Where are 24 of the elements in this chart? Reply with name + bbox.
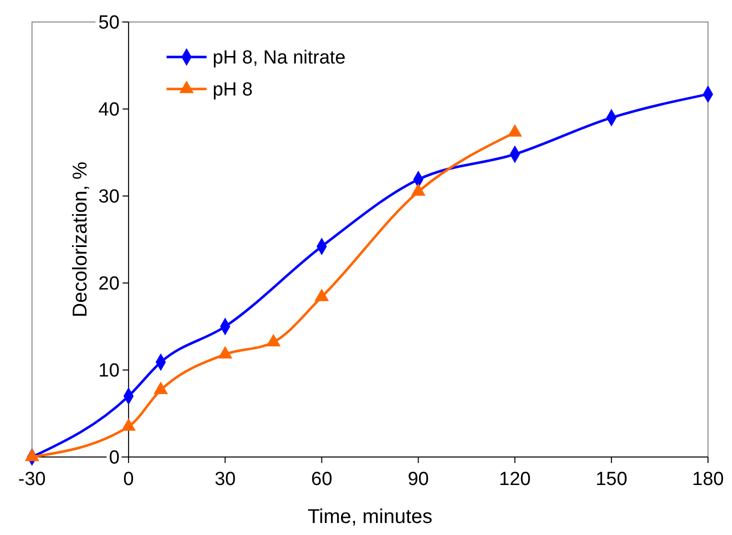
legend-label: pH 8 [212, 80, 253, 101]
point [314, 288, 329, 302]
y-axis-title: Decolorization, % [70, 161, 92, 318]
y-tick-label: 50 [98, 12, 120, 34]
y-tick-label: 10 [98, 360, 120, 382]
x-tick-label: -30 [18, 469, 46, 490]
y-tick-label: 20 [98, 274, 120, 295]
x-tick-label: 120 [499, 469, 531, 490]
y-tick-label: 30 [98, 186, 120, 208]
x-tick-label: 30 [214, 469, 236, 490]
x-tick-label: 90 [408, 469, 429, 490]
x-tick-label: 60 [311, 469, 332, 490]
point [218, 346, 232, 358]
x-tick-label: 0 [123, 469, 134, 490]
legend-label: pH 8, Na nitrate [212, 48, 346, 69]
point [154, 382, 168, 394]
point [24, 448, 40, 462]
x-tick-label: 180 [692, 469, 724, 490]
y-tick-label: 0 [108, 448, 120, 469]
y-tick-label: 40 [98, 100, 120, 121]
x-axis-title: Time, minutes [308, 506, 432, 528]
x-tick-label: 150 [596, 469, 628, 490]
point [266, 334, 281, 346]
point [121, 418, 136, 431]
